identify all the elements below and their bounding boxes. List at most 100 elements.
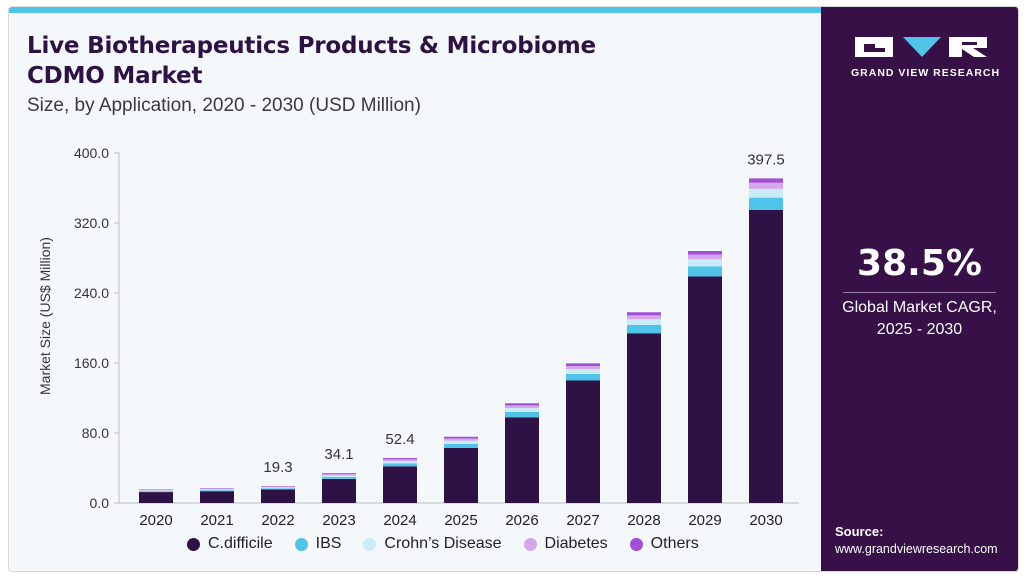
bar-segment — [383, 463, 417, 467]
title-line-1: Live Biotherapeutics Products & Microbio… — [27, 33, 596, 59]
bar-segment — [749, 197, 783, 210]
x-tick-label: 2024 — [383, 512, 416, 527]
data-label: 397.5 — [747, 151, 785, 168]
y-tick-label: 400.0 — [74, 145, 109, 161]
bar-segment — [261, 488, 295, 490]
source-link[interactable]: www.grandviewresearch.com — [835, 542, 998, 556]
legend-item: Others — [629, 535, 699, 553]
bar-segment — [200, 491, 234, 503]
bar-segment — [566, 380, 600, 503]
data-label: 52.4 — [385, 431, 414, 448]
bar-segment — [688, 251, 722, 255]
cagr-label-line-1: Global Market CAGR, — [842, 299, 997, 316]
bar-segment — [627, 315, 661, 320]
cagr-label-line-2: 2025 - 2030 — [876, 321, 963, 338]
x-tick-label: 2025 — [444, 512, 477, 527]
bar-segment — [139, 491, 173, 493]
x-tick-label: 2021 — [200, 512, 233, 527]
y-tick-label: 320.0 — [74, 215, 109, 231]
cagr-divider — [843, 292, 996, 293]
bar-segment — [749, 182, 783, 189]
bar-segment — [200, 488, 234, 490]
legend-label: IBS — [315, 535, 342, 552]
bar-segment — [383, 466, 417, 503]
y-tick-label: 0.0 — [90, 495, 110, 511]
bar-segment — [139, 492, 173, 503]
title-line-2: CDMO Market — [27, 63, 203, 89]
legend-item: Crohn’s Disease — [363, 535, 502, 553]
x-tick-label: 2030 — [749, 512, 782, 527]
legend-label: Others — [650, 535, 699, 552]
cagr-label: Global Market CAGR, 2025 - 2030 — [821, 297, 1018, 341]
bar-segment — [627, 319, 661, 325]
bar-segment — [139, 490, 173, 492]
x-tick-label: 2022 — [261, 512, 294, 527]
legend-item: Diabetes — [523, 535, 608, 553]
bar-segment — [322, 473, 356, 475]
bar-segment — [444, 447, 478, 503]
legend-label: C.difficile — [208, 535, 273, 552]
bar-segment — [566, 365, 600, 370]
bar-segment — [444, 436, 478, 439]
bar-segment — [261, 486, 295, 488]
legend-swatch — [187, 537, 200, 551]
bar-segment — [749, 209, 783, 503]
y-tick-label: 160.0 — [74, 355, 109, 371]
x-tick-label: 2027 — [566, 512, 599, 527]
bar-segment — [749, 178, 783, 183]
bar-segment — [444, 443, 478, 448]
bar-segment — [383, 459, 417, 462]
legend: C.difficile IBS Crohn’s Disease Diabetes Oth… — [187, 535, 699, 553]
legend-label: Diabetes — [544, 535, 608, 552]
legend-swatch — [363, 537, 377, 551]
legend-item: IBS — [294, 535, 342, 553]
bar-segment — [688, 254, 722, 260]
bar-segment — [688, 259, 722, 267]
source-title: Source: — [835, 524, 884, 539]
bar-segment — [139, 489, 173, 490]
bar-segment — [261, 486, 295, 487]
chart-frame: Live Biotherapeutics Products & Microbio… — [8, 6, 1019, 572]
bar-segment — [505, 412, 539, 418]
bar-segment — [505, 403, 539, 406]
bar-segment — [627, 312, 661, 316]
bar-segment — [688, 276, 722, 503]
legend-swatch — [523, 537, 537, 551]
bar-segment — [505, 405, 539, 409]
y-tick-label: 80.0 — [82, 425, 109, 441]
bar-segment — [200, 490, 234, 492]
chart-subtitle: Size, by Application, 2020 - 2030 (USD M… — [27, 95, 421, 116]
chart-panel: Live Biotherapeutics Products & Microbio… — [9, 7, 821, 571]
legend-swatch — [294, 537, 308, 551]
bar-segment — [444, 438, 478, 441]
x-tick-label: 2026 — [505, 512, 538, 527]
y-tick-label: 240.0 — [74, 285, 109, 301]
bar-segment — [322, 474, 356, 476]
bar-segment — [566, 363, 600, 366]
x-tick-label: 2028 — [627, 512, 660, 527]
bar-segment — [200, 489, 234, 491]
legend-swatch — [629, 537, 643, 551]
legend-label: Crohn’s Disease — [384, 535, 502, 552]
bar-segment — [383, 461, 417, 464]
bar-segment — [749, 188, 783, 198]
bar-segment — [322, 477, 356, 479]
bar-segment — [200, 488, 234, 489]
bar-segment — [444, 440, 478, 444]
bar-segment — [383, 458, 417, 460]
bar-segment — [261, 489, 295, 503]
bar-segment — [566, 373, 600, 381]
bar-segment — [627, 333, 661, 503]
legend-item: C.difficile — [187, 535, 273, 553]
bar-segment — [139, 489, 173, 491]
bar-segment — [566, 369, 600, 374]
bar-chart: 0.0 80.0 160.0 240.0 320.0 400.0 2020 2021 2022 1… — [74, 145, 799, 527]
chart-title: Live Biotherapeutics Products & Microbio… — [27, 31, 787, 91]
grand-view-research-logo — [855, 37, 987, 57]
bar-segment — [505, 408, 539, 412]
cagr-value: 38.5% — [857, 243, 982, 284]
bar-segment — [688, 266, 722, 277]
bar-segment — [627, 324, 661, 334]
x-tick-label: 2023 — [322, 512, 355, 527]
data-label: 34.1 — [324, 446, 353, 463]
